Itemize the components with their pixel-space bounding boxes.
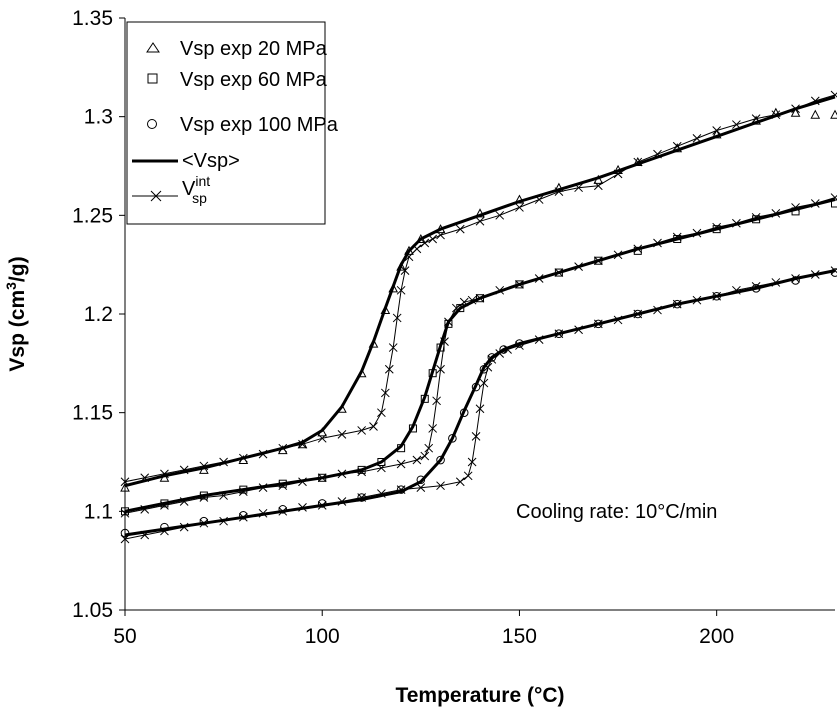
y-tick-label: 1.1 (84, 500, 113, 523)
vint-x-point (495, 210, 505, 220)
series-average-line (124, 269, 836, 537)
vint-x-point (479, 378, 489, 388)
legend-label-20mpa: Vsp exp 20 MPa (180, 38, 328, 60)
vint-x-point (467, 457, 477, 467)
square-point (456, 304, 465, 313)
legend-x-marker (150, 190, 162, 202)
vint-x-point (475, 404, 485, 414)
y-tick-label: 1.3 (84, 106, 113, 129)
vint-x-point (369, 422, 378, 431)
vint-x-point (455, 477, 465, 487)
x-tick-label: 200 (699, 625, 734, 648)
vint-x-point (515, 203, 524, 212)
vint-x-point (377, 408, 386, 418)
vint-x-point (396, 459, 406, 469)
vint-x-point (424, 443, 434, 453)
x-tick-labels: 50 100 150 200 (113, 625, 734, 648)
legend-box (126, 21, 326, 225)
y-tick-labels: 1.05 1.1 1.15 1.2 1.25 1.3 1.35 (72, 7, 113, 622)
x-axis-title: Temperature (°C) (395, 684, 564, 707)
legend-label-vint: Vint sp (182, 173, 210, 206)
series-vint-line (124, 197, 836, 514)
legend: Vsp exp 20 MPa Vsp exp 60 MPa Vsp exp 10… (126, 21, 339, 225)
vint-x-point (436, 481, 445, 491)
legend-label-average: <Vsp> (182, 150, 240, 172)
vint-x-point (428, 234, 438, 244)
legend-circle-marker (147, 119, 157, 129)
triangle-point (830, 109, 837, 119)
vint-x-point (830, 266, 837, 275)
cooling-rate-annotation: Cooling rate: 10°C/min (516, 501, 717, 523)
vint-x-point (412, 455, 422, 465)
vint-x-point (420, 451, 430, 461)
circle-point (487, 353, 497, 362)
y-tick-label: 1.35 (72, 7, 113, 30)
y-tick-label: 1.2 (84, 303, 113, 326)
triangle-point (790, 107, 801, 117)
circle-point (416, 475, 426, 485)
legend-triangle-marker (146, 42, 160, 53)
vint-x-point (455, 224, 465, 234)
vint-x-point (432, 396, 441, 406)
x-tick-label: 150 (502, 625, 537, 648)
x-tick-label: 50 (113, 625, 136, 648)
vint-x-point (471, 431, 481, 441)
y-tick-label: 1.05 (72, 599, 113, 622)
series-average-line (124, 95, 836, 488)
vint-x-point (392, 313, 402, 323)
triangle-point (810, 109, 821, 119)
legend-label-60mpa: Vsp exp 60 MPa (180, 69, 328, 91)
legend-square-marker (147, 73, 158, 84)
vint-x-point (396, 285, 406, 295)
vint-x-point (380, 388, 390, 398)
series-vint-line (124, 270, 836, 540)
y-tick-label: 1.15 (72, 402, 113, 425)
legend-label-100mpa: Vsp exp 100 MPa (180, 114, 339, 136)
y-tick-label: 1.25 (72, 204, 113, 227)
y-axis-title: Vsp (cm3/g) (3, 256, 29, 371)
series-average-line (124, 198, 836, 513)
series-layer (120, 90, 837, 544)
vint-x-point (388, 343, 398, 352)
vint-x-point (337, 430, 347, 439)
x-tick-label: 100 (305, 625, 340, 648)
axis-ticks (119, 17, 718, 616)
vint-x-point (384, 364, 394, 374)
vint-x-point (357, 426, 367, 435)
vint-x-point (416, 483, 426, 493)
vint-x-point (475, 216, 485, 226)
vint-x-point (463, 471, 473, 481)
circle-point (436, 455, 445, 465)
vint-x-point (428, 424, 438, 433)
vint-x-point (436, 364, 445, 374)
